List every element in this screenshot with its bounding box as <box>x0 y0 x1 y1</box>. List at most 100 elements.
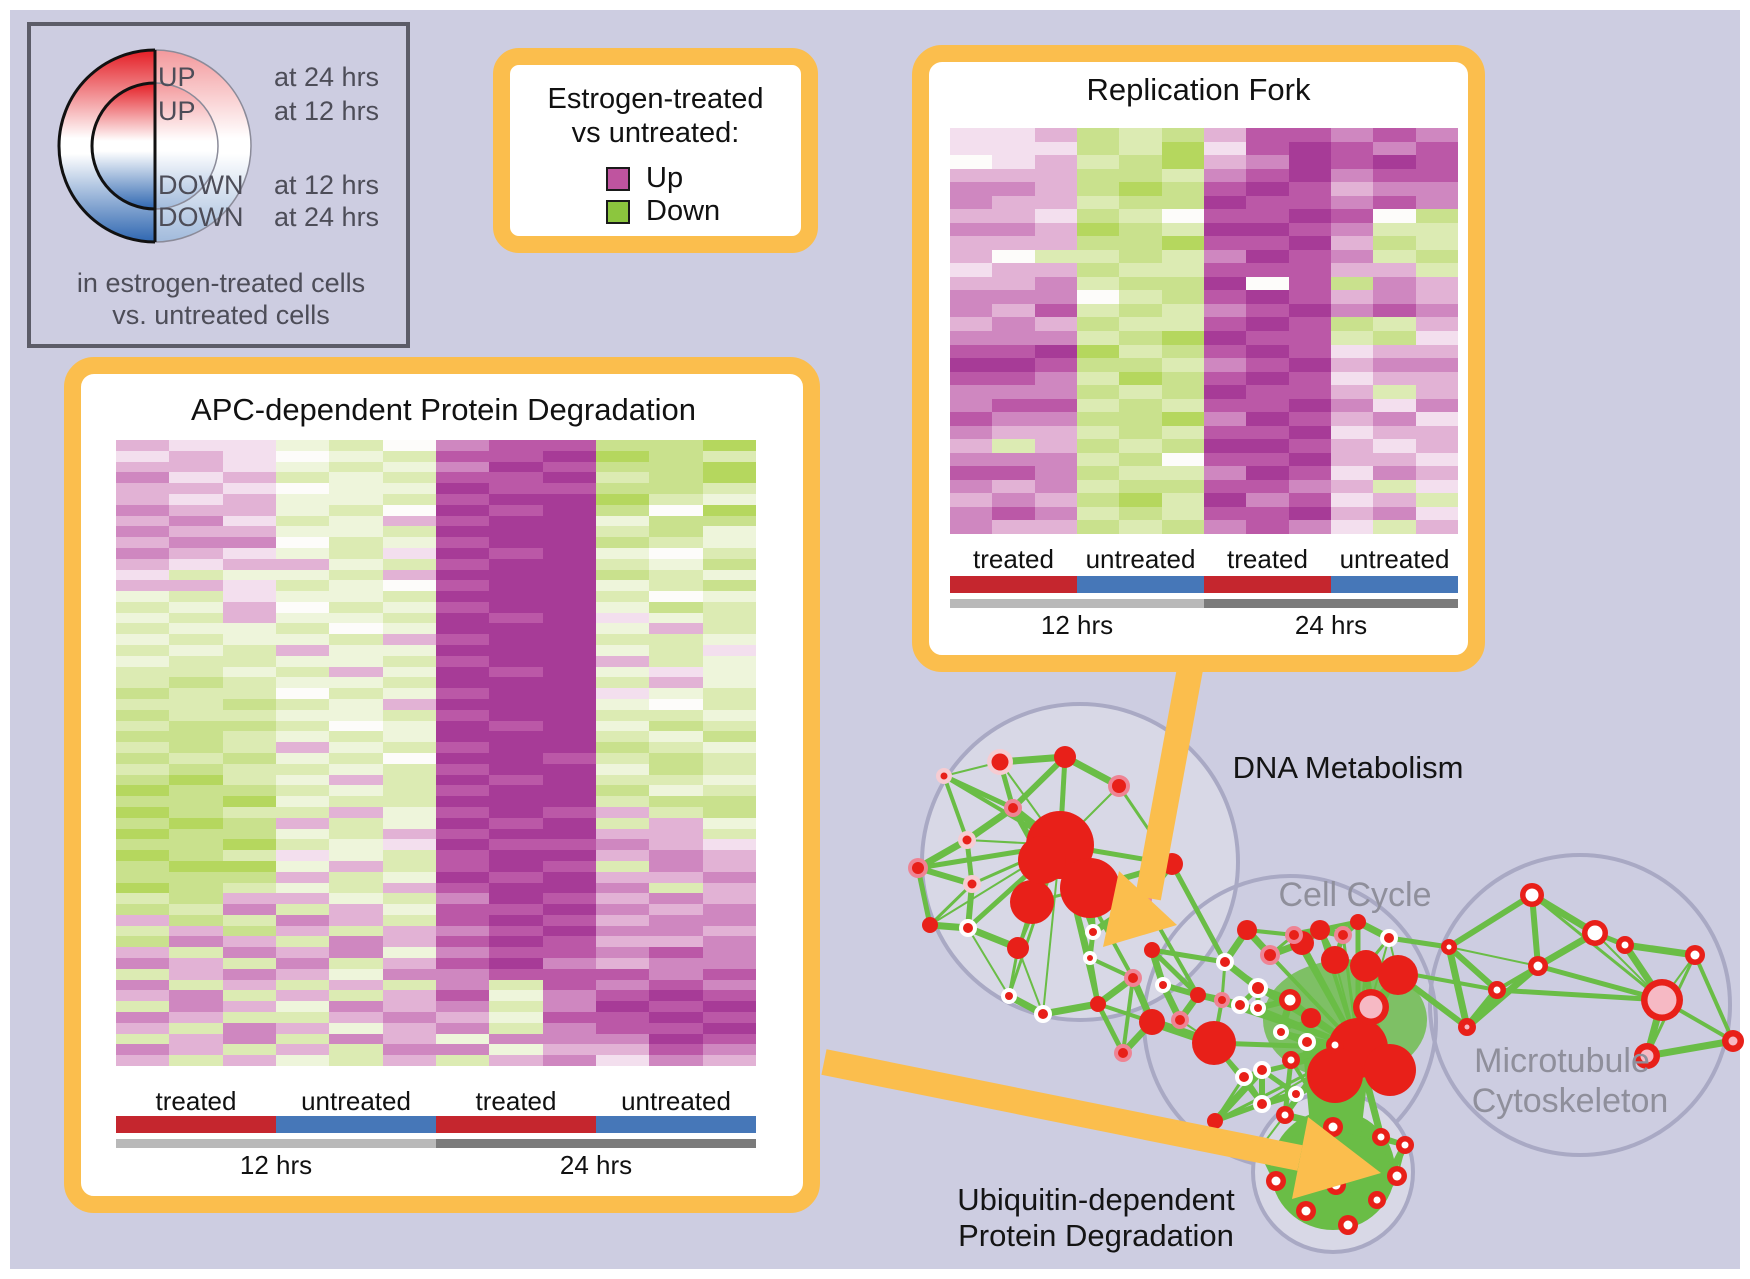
heatmap-cell <box>1076 236 1120 250</box>
heatmap-cell <box>1373 398 1416 413</box>
heatmap-cell <box>275 515 330 527</box>
heatmap-cell <box>649 547 703 559</box>
heatmap-cell <box>275 440 330 451</box>
heatmap-cell <box>1288 412 1331 426</box>
treatment-bar-segment <box>1331 576 1458 593</box>
heatmap-cell <box>595 472 650 484</box>
heatmap-cell <box>649 850 703 861</box>
heatmap-cell <box>329 677 383 689</box>
down-color-swatch <box>606 199 630 224</box>
heatmap-cell <box>222 947 276 959</box>
heatmap-cell <box>595 968 650 980</box>
heatmap-cell <box>1330 398 1374 413</box>
heatmap-cell <box>435 1033 490 1045</box>
heatmap-cell <box>1330 358 1374 372</box>
heatmap-cell <box>702 504 756 516</box>
heatmap-cell <box>489 1033 543 1045</box>
heatmap-cell <box>542 623 596 635</box>
heatmap-cell <box>702 763 756 775</box>
heatmap-cell <box>329 925 383 937</box>
heatmap-cell <box>542 569 596 581</box>
heatmap-cell <box>1415 425 1458 440</box>
heatmap-cell <box>116 526 170 538</box>
heatmap-cell <box>116 623 170 635</box>
heatmap-cell <box>1246 303 1289 318</box>
heatmap-cell <box>169 871 223 883</box>
heatmap-cell <box>1330 493 1374 507</box>
heatmap-cell <box>222 925 276 937</box>
heatmap-cell <box>702 655 756 667</box>
apc-time-label-24: 24 hrs <box>559 1150 633 1180</box>
heatmap-cell <box>1246 398 1289 413</box>
heatmap-cell <box>116 774 170 786</box>
heatmap-cell <box>595 591 650 602</box>
heatmap-cell <box>329 828 383 840</box>
heatmap-cell <box>116 828 170 840</box>
heatmap-cell <box>116 472 170 484</box>
heatmap-cell <box>950 141 993 156</box>
heatmap-cell <box>116 504 170 516</box>
heatmap-cell <box>275 742 330 753</box>
heatmap-cell <box>329 979 383 991</box>
heatmap-cell <box>542 979 596 991</box>
heatmap-cell <box>1246 493 1289 507</box>
heatmap-cell <box>435 1055 490 1066</box>
heatmap-cell <box>1415 317 1458 331</box>
heatmap-cell <box>542 1001 596 1013</box>
heatmap-cell <box>649 461 703 473</box>
heatmap-cell <box>275 450 330 462</box>
heatmap-cell <box>329 882 383 894</box>
heatmap-cell <box>329 569 383 581</box>
heatmap-cell <box>1288 479 1331 494</box>
heatmap-cell <box>489 785 543 797</box>
heatmap-cell <box>1119 344 1162 359</box>
heatmap-cell <box>489 461 543 473</box>
heatmap-cell <box>992 412 1035 426</box>
heatmap-cell <box>1034 520 1077 534</box>
heatmap-cell <box>435 850 490 861</box>
heatmap-cell <box>222 645 276 656</box>
heatmap-cell <box>222 472 276 484</box>
heatmap-cell <box>702 699 756 710</box>
heatmap-cell <box>329 440 383 451</box>
heatmap-cell <box>1119 331 1162 345</box>
heatmap-cell <box>116 936 170 948</box>
heatmap-cell <box>1373 290 1416 304</box>
heatmap-cell <box>1119 276 1162 291</box>
heatmap-cell <box>595 699 650 710</box>
heatmap-cell <box>702 828 756 840</box>
heatmap-cell <box>595 882 650 894</box>
heatmap-cell <box>1161 371 1204 386</box>
heatmap-cell <box>382 558 436 570</box>
apc-time-bars <box>116 1139 756 1148</box>
heatmap-cell <box>222 871 276 883</box>
heatmap-cell <box>169 763 223 775</box>
heatmap-cell <box>1076 290 1120 304</box>
heatmap-cell <box>489 612 543 624</box>
heatmap-cell <box>1076 168 1120 183</box>
legend-item-up: Up <box>606 162 683 195</box>
heatmap-cell <box>275 871 330 883</box>
heatmap-cell <box>116 483 170 494</box>
heatmap-cell <box>275 1012 330 1023</box>
heatmap-cell <box>329 699 383 710</box>
heatmap-cell <box>489 979 543 991</box>
heatmap-cell <box>1161 466 1204 480</box>
heatmap-cell <box>275 914 330 926</box>
heatmap-cell <box>222 666 276 678</box>
heatmap-cell <box>649 440 703 451</box>
heatmap-cell <box>702 947 756 959</box>
apc-sample-label: treated <box>155 1086 237 1116</box>
heatmap-cell <box>1373 128 1416 142</box>
treatment-bar-segment <box>1077 576 1204 593</box>
heatmap-cell <box>275 569 330 581</box>
heatmap-cell <box>1034 398 1077 413</box>
heatmap-cell <box>169 860 223 872</box>
heatmap-cell <box>382 796 436 807</box>
heatmap-cell <box>542 806 596 818</box>
heatmap-cell <box>169 796 223 807</box>
heatmap-cell <box>1415 358 1458 372</box>
heatmap-cell <box>950 249 993 264</box>
heatmap-cell <box>116 904 170 915</box>
heatmap-cell <box>329 817 383 829</box>
